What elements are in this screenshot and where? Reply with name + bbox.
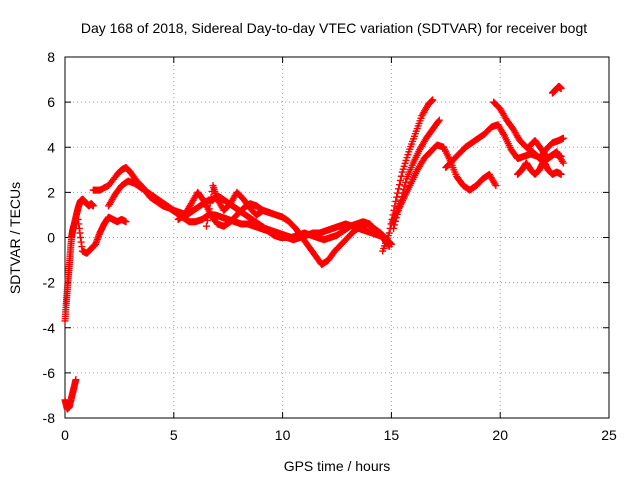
y-tick-label: 0: [47, 230, 55, 246]
axis-ticks: 0 5 10 15 20 25 -8 -6 -4 -2 0 2 4 6 8: [43, 49, 617, 443]
data-point: [202, 222, 210, 230]
data-point: [387, 240, 395, 248]
data-point: [391, 221, 399, 229]
data-point: [395, 203, 403, 211]
data-point: [492, 182, 500, 190]
series-track-i: [387, 141, 500, 228]
y-axis-label: SDTVAR / TECUs: [7, 182, 23, 294]
series-track-h: [379, 96, 437, 255]
y-tick-label: -8: [43, 410, 56, 426]
data-point: [435, 116, 443, 124]
data-point: [266, 209, 274, 217]
data-point: [402, 178, 410, 186]
data-point: [206, 199, 214, 207]
data-point: [397, 196, 405, 204]
series-track-g: [202, 182, 274, 230]
chart-title: Day 168 of 2018, Sidereal Day-to-day VTE…: [81, 20, 587, 36]
series-track-l: [490, 98, 567, 163]
y-tick-label: -2: [43, 275, 56, 291]
data-point: [401, 182, 409, 190]
y-tick-label: 6: [47, 94, 55, 110]
x-tick-label: 5: [170, 427, 178, 443]
series-track-a: [61, 376, 80, 413]
data-point: [558, 157, 566, 165]
x-tick-label: 15: [384, 427, 400, 443]
data-point: [396, 176, 404, 184]
x-tick-label: 25: [601, 427, 617, 443]
data-point: [204, 211, 212, 219]
data-point: [399, 189, 407, 197]
data-point: [559, 134, 567, 142]
y-tick-label: -4: [43, 320, 56, 336]
y-tick-label: 4: [47, 139, 55, 155]
data-point: [203, 216, 211, 224]
data-point: [500, 130, 508, 138]
x-axis-label: GPS time / hours: [284, 458, 391, 474]
data-point: [557, 170, 565, 178]
data-point: [429, 96, 437, 104]
data-point: [396, 200, 404, 208]
y-tick-label: -6: [43, 365, 56, 381]
series-track-o: [548, 82, 565, 97]
data-point: [385, 229, 393, 237]
data-point: [205, 205, 213, 213]
series-track-c: [74, 213, 130, 257]
data-point: [398, 193, 406, 201]
data-point: [391, 217, 399, 225]
data-point: [434, 117, 442, 125]
x-tick-label: 20: [492, 427, 508, 443]
data-point: [392, 197, 400, 205]
series-track-b: [61, 195, 97, 325]
data-point: [395, 181, 403, 189]
data-point: [557, 85, 565, 93]
x-tick-label: 0: [61, 427, 69, 443]
data-point: [392, 214, 400, 222]
y-tick-label: 2: [47, 184, 55, 200]
data-point: [393, 210, 401, 218]
data-point: [400, 185, 408, 193]
data-point: [89, 202, 97, 210]
data-point: [72, 376, 80, 384]
series-track-f: [174, 188, 395, 269]
series-track-n: [524, 136, 565, 163]
y-tick-label: 8: [47, 49, 55, 65]
series-track-m: [514, 157, 565, 178]
data-point: [491, 180, 499, 188]
data-point: [122, 218, 130, 226]
data-point: [390, 224, 398, 232]
x-tick-label: 10: [275, 427, 291, 443]
data-point: [559, 159, 567, 167]
data-point: [397, 172, 405, 180]
data-point: [557, 152, 565, 160]
data-point: [394, 207, 402, 215]
data-points: [61, 82, 567, 413]
series-track-j: [390, 116, 443, 232]
